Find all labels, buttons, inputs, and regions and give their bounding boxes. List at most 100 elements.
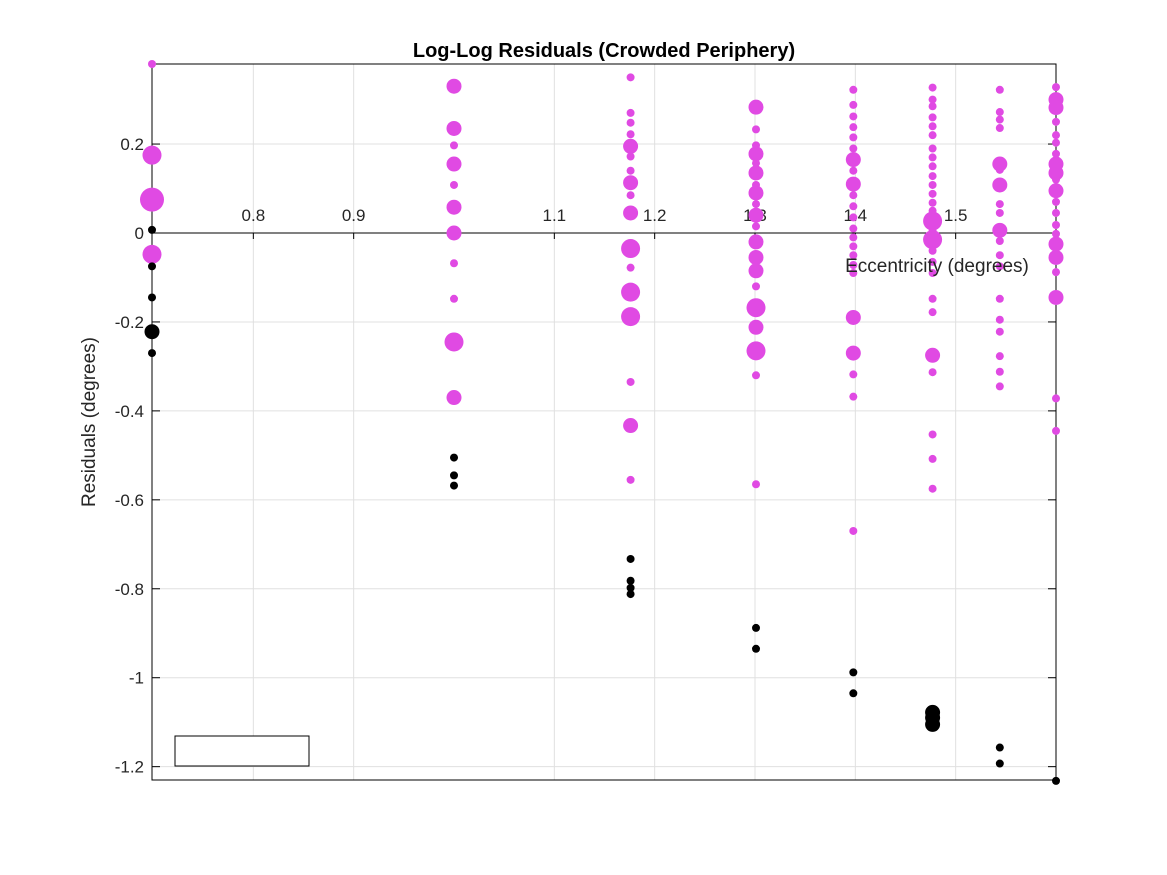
data-point-magenta [928, 269, 937, 278]
data-point-magenta [1048, 183, 1064, 199]
y-tick-label: 0 [135, 224, 144, 243]
data-point-magenta [752, 480, 761, 489]
data-point-magenta [623, 418, 639, 434]
y-tick-label: -0.6 [115, 491, 144, 510]
data-point-black [1052, 776, 1060, 785]
data-point-magenta [446, 78, 462, 94]
data-point-magenta [626, 263, 635, 272]
data-point-black [148, 225, 156, 234]
data-point-magenta [928, 198, 937, 207]
data-point-magenta [1052, 220, 1060, 229]
data-point-magenta [746, 298, 766, 318]
data-point-magenta [923, 230, 943, 250]
data-point-magenta [995, 200, 1004, 209]
data-point-magenta [626, 191, 635, 200]
data-point-magenta [992, 177, 1008, 193]
data-point-black [925, 716, 941, 732]
data-point-magenta [752, 371, 761, 380]
data-point-magenta [1052, 268, 1060, 277]
data-point-magenta [623, 138, 639, 154]
data-point-magenta [1052, 138, 1060, 147]
data-point-magenta [995, 367, 1004, 376]
data-point-black [995, 743, 1004, 752]
data-point-magenta [446, 225, 462, 241]
data-point-magenta [148, 60, 156, 68]
data-point-magenta [621, 307, 641, 327]
data-point-magenta [923, 211, 943, 231]
data-point-magenta [928, 180, 937, 189]
y-tick-label: -0.8 [115, 580, 144, 599]
data-point-magenta [992, 222, 1008, 238]
data-point-magenta [849, 202, 858, 211]
data-point-magenta [995, 251, 1004, 260]
x-tick-label: 1.1 [543, 206, 567, 225]
x-tick-label: 1.5 [944, 206, 968, 225]
data-point-magenta [626, 130, 635, 139]
data-point-magenta [1052, 426, 1060, 435]
data-point-black [626, 590, 635, 599]
data-point-magenta [849, 144, 858, 153]
data-point-magenta [928, 122, 937, 131]
data-point-black [849, 689, 858, 698]
data-point-magenta [995, 85, 1004, 94]
data-point-black [995, 759, 1004, 768]
data-point-magenta [995, 382, 1004, 391]
data-point-magenta [626, 118, 635, 127]
data-point-magenta [928, 131, 937, 140]
data-point-magenta [849, 100, 858, 109]
data-point-magenta [450, 294, 459, 303]
data-point-magenta [748, 99, 764, 115]
data-point-black [752, 623, 761, 632]
data-point-magenta [748, 249, 764, 265]
data-point-magenta [849, 85, 858, 94]
y-tick-label: -0.4 [115, 402, 144, 421]
data-point-black [626, 554, 635, 563]
data-point-magenta [626, 166, 635, 175]
data-point-magenta [928, 153, 937, 162]
data-point-magenta [748, 165, 764, 181]
data-point-magenta [752, 200, 761, 209]
data-point-black [450, 471, 459, 480]
data-point-black [626, 583, 635, 592]
y-axis-label: Residuals (degrees) [79, 337, 100, 507]
data-point-magenta [928, 454, 937, 463]
data-point-magenta [849, 251, 858, 260]
data-point-magenta [752, 159, 761, 168]
data-point-magenta [928, 95, 937, 104]
data-point-magenta [1048, 165, 1064, 181]
data-point-magenta [748, 263, 764, 279]
data-point-magenta [1052, 117, 1060, 126]
data-point-magenta [626, 377, 635, 386]
data-point-magenta [1052, 197, 1060, 206]
data-point-magenta [446, 120, 462, 136]
data-point-magenta [928, 162, 937, 171]
data-point-black [450, 481, 459, 490]
data-point-magenta [928, 308, 937, 317]
data-point-magenta [446, 156, 462, 172]
data-point-magenta [995, 208, 1004, 217]
data-point-black [148, 262, 156, 271]
data-point-magenta [1052, 229, 1060, 238]
data-point-magenta [1048, 249, 1064, 265]
data-point-magenta [626, 475, 635, 484]
data-point-magenta [1048, 289, 1064, 305]
data-point-magenta [142, 145, 162, 165]
data-point-magenta [450, 180, 459, 189]
data-point-magenta [995, 124, 1004, 133]
data-point-magenta [748, 234, 764, 250]
data-point-magenta [748, 207, 764, 223]
data-point-magenta [444, 332, 464, 352]
data-point-magenta [849, 392, 858, 401]
data-point-magenta [1052, 394, 1060, 403]
data-point-magenta [849, 370, 858, 379]
markers [140, 60, 1064, 785]
chart-title: Log-Log Residuals (Crowded Periphery) [413, 40, 795, 62]
data-point-magenta [748, 185, 764, 201]
data-point-magenta [849, 224, 858, 233]
data-point-magenta [995, 108, 1004, 117]
data-point-magenta [849, 166, 858, 175]
data-point-magenta [995, 115, 1004, 124]
data-point-magenta [1052, 208, 1060, 217]
data-point-magenta [626, 108, 635, 117]
data-point-magenta [140, 187, 164, 212]
